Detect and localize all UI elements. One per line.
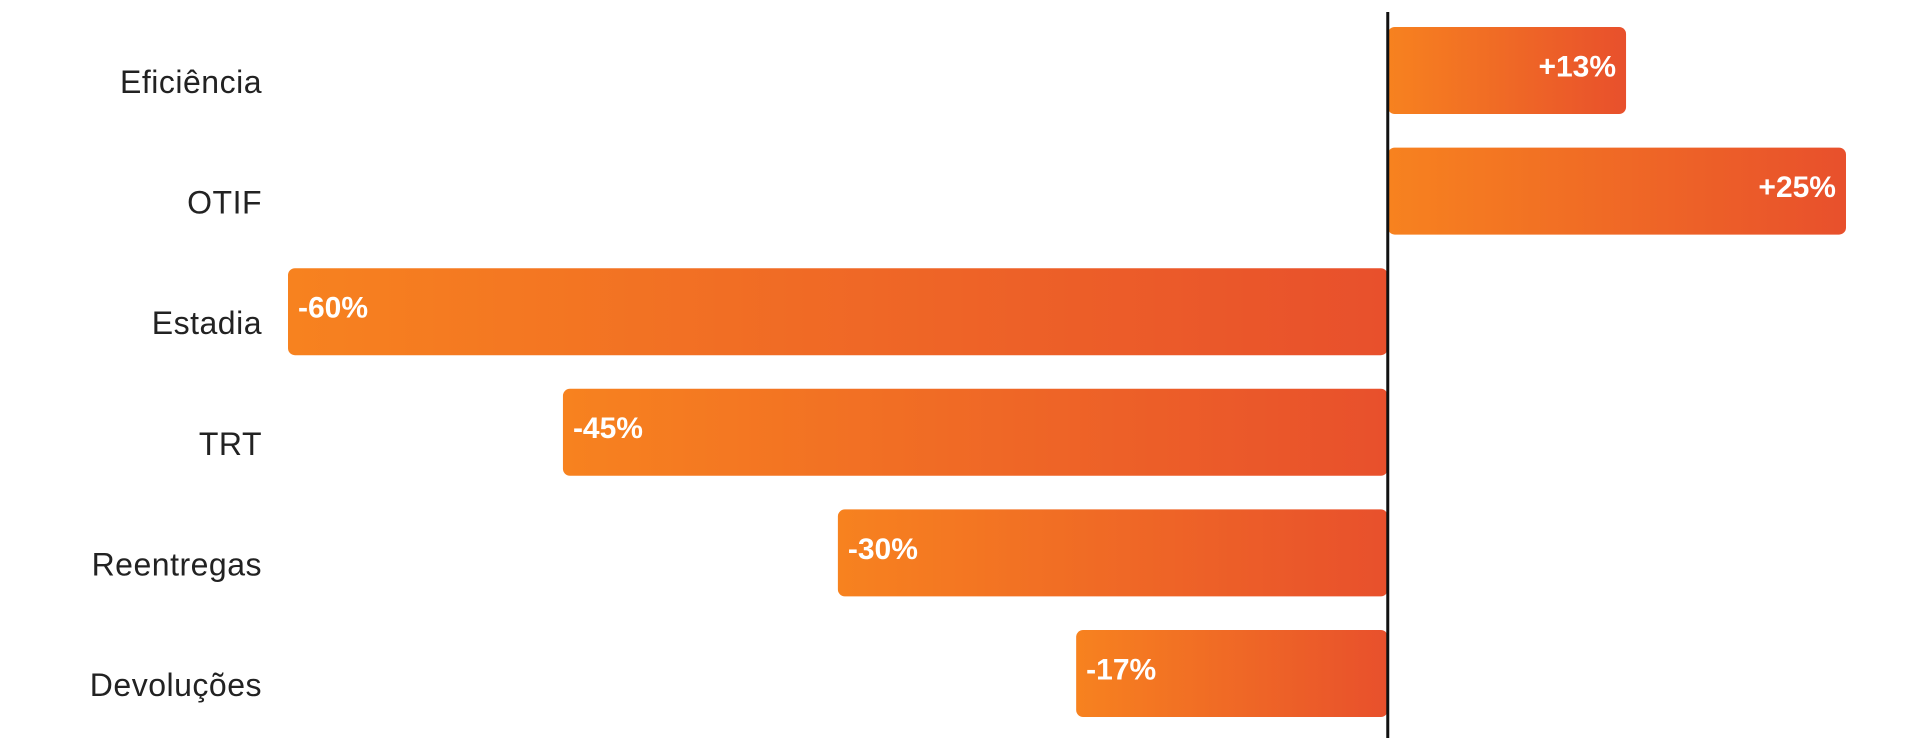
category-label: OTIF bbox=[187, 185, 262, 221]
value-label: -30% bbox=[848, 533, 918, 566]
category-label: Reentregas bbox=[92, 546, 262, 582]
bar bbox=[288, 268, 1388, 356]
bar bbox=[837, 509, 1388, 597]
bar bbox=[1387, 147, 1846, 235]
bar bbox=[1076, 630, 1388, 717]
value-label: -45% bbox=[573, 412, 643, 445]
value-label: -17% bbox=[1086, 653, 1156, 686]
category-label: Estadia bbox=[152, 305, 262, 341]
value-label: +13% bbox=[1538, 50, 1616, 83]
category-label: TRT bbox=[199, 426, 262, 462]
value-label: +25% bbox=[1758, 171, 1836, 204]
bar bbox=[1387, 27, 1627, 114]
category-label: Devoluções bbox=[90, 667, 262, 703]
value-label: -60% bbox=[298, 292, 368, 325]
bar bbox=[562, 388, 1388, 476]
category-label: Eficiência bbox=[120, 64, 262, 100]
